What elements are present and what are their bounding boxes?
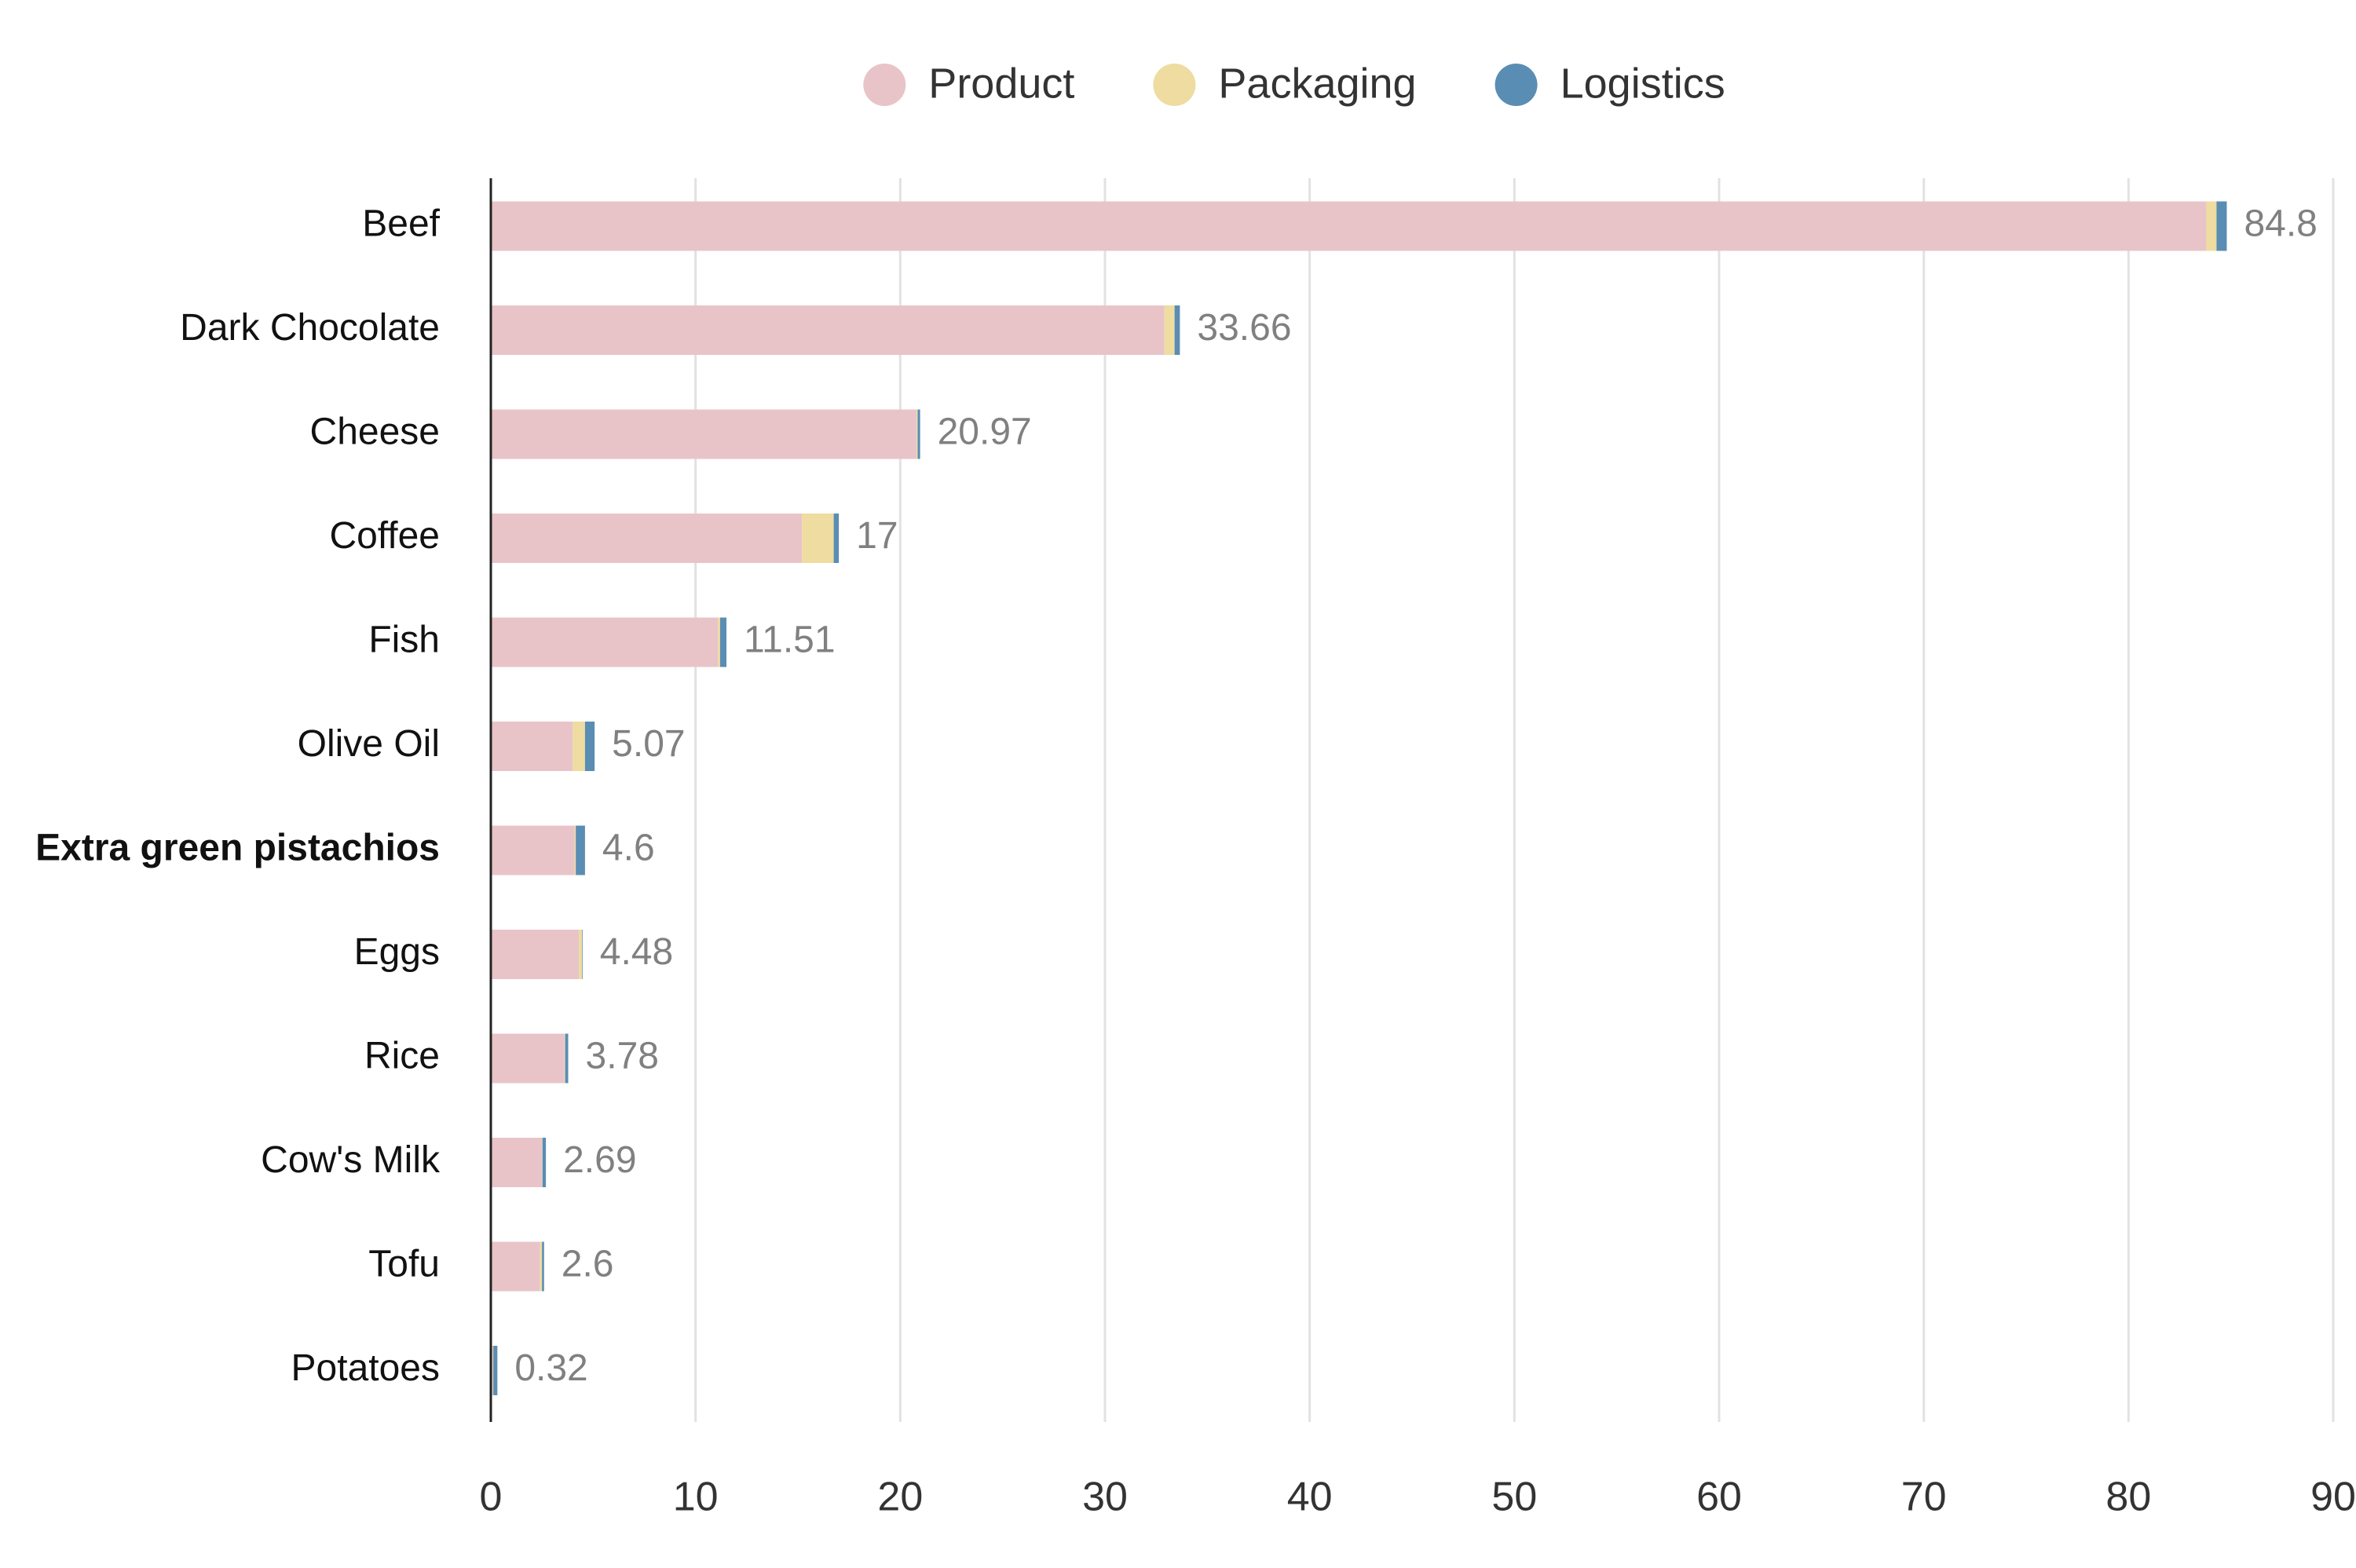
legend-marker xyxy=(1494,64,1538,106)
value-label: 3.78 xyxy=(586,1036,659,1077)
bar-segment xyxy=(542,1138,543,1187)
legend-label: Product xyxy=(928,60,1074,107)
bar-segment xyxy=(491,201,2207,251)
bar-segment xyxy=(491,514,803,563)
bar-segment xyxy=(719,617,727,667)
bar-segment xyxy=(916,409,918,459)
bar-segment xyxy=(491,409,917,459)
value-label: 2.69 xyxy=(563,1139,636,1181)
value-label: 11.51 xyxy=(744,620,836,661)
bar-segment xyxy=(493,1346,498,1395)
y-tick-label: Rice xyxy=(364,1036,440,1077)
x-tick-label: 20 xyxy=(877,1475,923,1520)
value-label: 17 xyxy=(856,515,898,557)
y-tick-label: Dark Chocolate xyxy=(180,307,440,349)
bar-segment xyxy=(492,1346,494,1395)
value-label: 84.8 xyxy=(2244,203,2317,245)
legend-label: Logistics xyxy=(1560,60,1725,107)
legend-marker xyxy=(863,64,906,106)
y-tick-label: Eggs xyxy=(354,931,440,973)
bar-segment xyxy=(491,617,719,667)
y-tick-label: Cheese xyxy=(310,411,440,453)
y-tick-label: Beef xyxy=(362,203,440,245)
bar-segment xyxy=(540,1241,543,1292)
x-tick-label: 40 xyxy=(1287,1475,1333,1520)
value-label: 20.97 xyxy=(938,411,1032,453)
x-tick-label: 10 xyxy=(673,1475,719,1520)
x-tick-label: 90 xyxy=(2310,1475,2356,1520)
bar-segment xyxy=(579,930,582,979)
bar-segment xyxy=(2206,201,2217,251)
x-tick-label: 70 xyxy=(1901,1475,1947,1520)
y-tick-label: Extra green pistachios xyxy=(35,828,440,869)
bar-segment xyxy=(718,617,720,667)
y-tick-label: Coffee xyxy=(329,515,440,557)
legend-marker xyxy=(1153,64,1196,106)
value-label: 33.66 xyxy=(1197,307,1291,349)
y-tick-label: Fish xyxy=(368,620,440,661)
bar-segment xyxy=(802,514,834,563)
bar-segment xyxy=(917,409,920,459)
bar-segment xyxy=(491,305,1165,355)
bar-segment xyxy=(1164,305,1175,355)
bar-segment xyxy=(833,514,840,563)
bar-segment xyxy=(542,1241,544,1292)
bar-segment xyxy=(1174,305,1180,355)
x-tick-label: 50 xyxy=(1491,1475,1537,1520)
x-tick-label: 30 xyxy=(1082,1475,1128,1520)
y-tick-label: Olive Oil xyxy=(298,723,440,765)
value-label: 4.6 xyxy=(602,828,655,869)
bar-segment xyxy=(491,1033,565,1084)
legend: Product Packaging Logistics xyxy=(863,60,1725,107)
bar-segment xyxy=(576,825,585,875)
bar-segment xyxy=(574,825,576,875)
bar-segment xyxy=(584,722,595,771)
bar-segment xyxy=(491,1138,543,1187)
bar-segment xyxy=(542,1138,547,1187)
value-label: 5.07 xyxy=(612,723,685,765)
legend-label: Packaging xyxy=(1218,60,1416,107)
x-tick-label: 80 xyxy=(2105,1475,2151,1520)
bar-segment xyxy=(565,1033,569,1084)
bar-segment xyxy=(581,930,583,979)
bar-segment xyxy=(491,722,573,771)
value-label: 2.6 xyxy=(562,1244,614,1285)
bar-segment xyxy=(491,1241,540,1292)
x-tick-label: 0 xyxy=(480,1475,503,1520)
x-tick-label: 60 xyxy=(1696,1475,1742,1520)
value-label: 4.48 xyxy=(600,931,673,973)
bar-segment xyxy=(573,722,585,771)
bar-segment xyxy=(491,825,575,875)
y-tick-label: Potatoes xyxy=(291,1347,440,1389)
value-label: 0.32 xyxy=(514,1347,587,1389)
bar-segment xyxy=(2216,201,2227,251)
y-tick-label: Cow's Milk xyxy=(261,1139,441,1181)
y-tick-label: Tofu xyxy=(368,1244,440,1285)
bar-segment xyxy=(491,930,580,979)
